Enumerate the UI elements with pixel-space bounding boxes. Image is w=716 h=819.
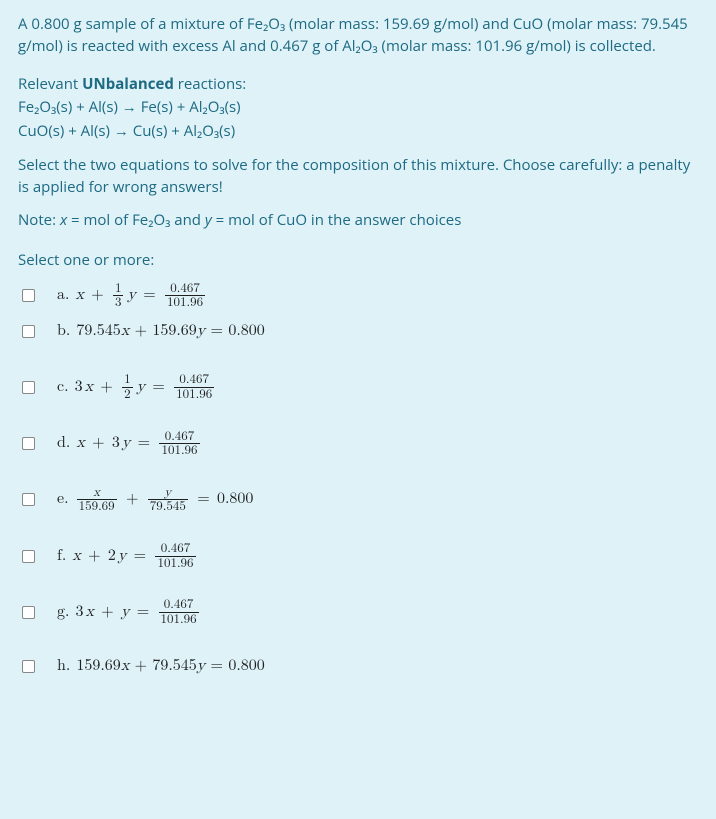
select-prompt: Select one or more: bbox=[18, 250, 698, 272]
heading-bold: UNbalanced bbox=[82, 74, 174, 94]
option-b-label: b. 79.545x + 159.69y = 0.800 bbox=[57, 320, 265, 343]
checkbox-h[interactable] bbox=[22, 660, 35, 673]
checkbox-d[interactable] bbox=[22, 437, 35, 450]
option-e-label: e. x159.69 + y79.545 = 0.800 bbox=[57, 486, 253, 514]
option-a: a. x + 13 y = 0.467101.96 bbox=[18, 282, 698, 310]
frac-num: 0.467 bbox=[162, 598, 196, 612]
frac-den: 101.96 bbox=[155, 556, 195, 571]
reaction-1: Fe₂O₃(s) + Al(s) → Fe(s) + Al₂O₃(s) bbox=[18, 97, 698, 119]
checkbox-f[interactable] bbox=[22, 550, 35, 563]
checkbox-g[interactable] bbox=[22, 606, 35, 619]
problem-text: A 0.800 g sample of a mixture of Fe₂O₃ (… bbox=[18, 14, 688, 56]
frac-den: 101.96 bbox=[159, 612, 199, 627]
frac-den: 159.69 bbox=[77, 499, 117, 514]
checkbox-c[interactable] bbox=[22, 381, 35, 394]
coef: 3 bbox=[75, 376, 83, 399]
option-d-label: d. x + 3y = 0.467101.96 bbox=[57, 430, 202, 458]
frac-num: 1 bbox=[122, 373, 133, 387]
checkbox-b[interactable] bbox=[22, 325, 35, 338]
option-g: g. 3x + y = 0.467101.96 bbox=[18, 598, 698, 626]
frac-num: 0.467 bbox=[163, 430, 197, 444]
problem-statement: A 0.800 g sample of a mixture of Fe₂O₃ (… bbox=[18, 14, 698, 58]
coef: 2 bbox=[108, 545, 116, 568]
note-ydef: = mol of CuO in the answer choices bbox=[212, 210, 462, 230]
option-f-label: f. x + 2y = 0.467101.96 bbox=[57, 542, 198, 570]
reactions-block: Relevant UNbalanced reactions: Fe₂O₃(s) … bbox=[18, 74, 698, 143]
frac-den: 79.545 bbox=[148, 499, 188, 514]
option-f: f. x + 2y = 0.467101.96 bbox=[18, 542, 698, 570]
option-c-label: c. 3x + 12 y = 0.467101.96 bbox=[57, 373, 216, 401]
option-e: e. x159.69 + y79.545 = 0.800 bbox=[18, 486, 698, 514]
frac-num: 0.467 bbox=[159, 542, 193, 556]
frac-den: 3 bbox=[113, 295, 124, 310]
option-c: c. 3x + 12 y = 0.467101.96 bbox=[18, 373, 698, 401]
reactions-heading: Relevant UNbalanced reactions: bbox=[18, 74, 698, 96]
option-letter: b. bbox=[57, 320, 70, 343]
option-letter: c. bbox=[57, 376, 69, 399]
option-h: h. 159.69x + 79.545y = 0.800 bbox=[18, 655, 698, 678]
option-d: d. x + 3y = 0.467101.96 bbox=[18, 430, 698, 458]
frac-den: 101.96 bbox=[174, 387, 214, 402]
note-xdef: = mol of Fe₂O₃ and bbox=[67, 210, 205, 230]
checkbox-a[interactable] bbox=[22, 289, 35, 302]
note-text: Note: x = mol of Fe₂O₃ and y = mol of Cu… bbox=[18, 210, 698, 232]
frac-den: 101.96 bbox=[159, 443, 199, 458]
heading-after: reactions: bbox=[174, 74, 246, 94]
frac-num: 0.467 bbox=[177, 373, 211, 387]
option-h-label: h. 159.69x + 79.545y = 0.800 bbox=[57, 655, 265, 678]
option-b: b. 79.545x + 159.69y = 0.800 bbox=[18, 320, 698, 343]
frac-num: 1 bbox=[113, 282, 124, 296]
rhs: 0.800 bbox=[217, 488, 253, 511]
note-before: Note: bbox=[18, 210, 60, 230]
option-letter: e. bbox=[57, 488, 69, 511]
frac-num: 0.467 bbox=[168, 282, 202, 296]
option-a-label: a. x + 13 y = 0.467101.96 bbox=[57, 282, 207, 310]
option-g-label: g. 3x + y = 0.467101.96 bbox=[57, 598, 201, 626]
option-letter: g. bbox=[57, 601, 69, 624]
coef: 3 bbox=[112, 432, 120, 455]
frac-den: 2 bbox=[122, 387, 133, 402]
option-letter: f. bbox=[57, 545, 66, 568]
option-letter: a. bbox=[57, 284, 69, 307]
option-letter: h. bbox=[57, 655, 70, 678]
reaction-2: CuO(s) + Al(s) → Cu(s) + Al₂O₃(s) bbox=[18, 121, 698, 143]
option-letter: d. bbox=[57, 432, 70, 455]
instruction-text: Select the two equations to solve for th… bbox=[18, 155, 698, 199]
frac-den: 101.96 bbox=[165, 295, 205, 310]
checkbox-e[interactable] bbox=[22, 493, 35, 506]
coef: 3 bbox=[75, 601, 83, 624]
heading-before: Relevant bbox=[18, 74, 82, 94]
